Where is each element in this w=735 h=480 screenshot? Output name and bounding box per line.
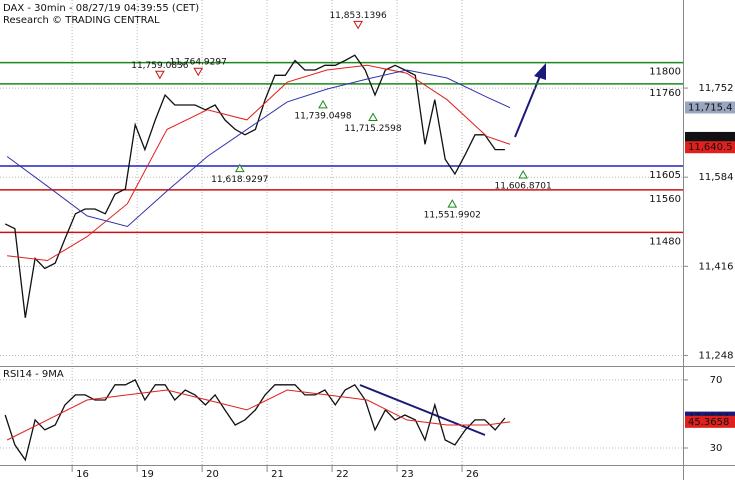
low-label: 11,715.2598 — [344, 124, 402, 134]
level-label: 11800 — [649, 67, 681, 78]
level-label: 11760 — [649, 88, 681, 99]
y-tick-label: 11,416 — [699, 261, 734, 272]
x-tick-label: 16 — [76, 469, 89, 480]
series-line — [4, 379, 506, 462]
low-marker — [368, 112, 378, 122]
high-label: 11,853.1396 — [329, 11, 387, 21]
price-box — [685, 141, 735, 154]
low-label: 11,551.9902 — [424, 211, 481, 221]
low-label: 11,739.0498 — [294, 111, 352, 121]
y-tick-label: 11,584 — [699, 172, 734, 183]
x-tick-label: 20 — [206, 469, 219, 480]
level-label: 11480 — [649, 236, 681, 247]
low-label: 11,606.8701 — [495, 182, 552, 192]
level-label: 11560 — [649, 194, 681, 205]
high-marker — [155, 70, 165, 80]
price-box-label: 45.3658 — [688, 417, 729, 428]
low-marker — [234, 163, 245, 173]
series-line — [6, 389, 511, 441]
price-box-label: 11,658 — [688, 133, 723, 144]
high-label: 11,764.9297 — [170, 58, 227, 68]
low-marker — [518, 170, 528, 179]
low-marker — [447, 199, 458, 208]
x-tick-label: 23 — [401, 469, 414, 480]
series-line — [4, 54, 505, 318]
y-tick-label: 70 — [710, 375, 723, 386]
rsi-title: RSI14 - 9MA — [3, 369, 64, 380]
price-box — [685, 101, 735, 114]
series-line — [6, 69, 511, 228]
series-line — [7, 64, 511, 262]
x-tick-label: 22 — [336, 469, 349, 480]
price-box-label: 11,715.4 — [688, 102, 733, 113]
level-label: 11605 — [649, 170, 681, 181]
x-tick-label: 21 — [271, 469, 284, 480]
y-tick-label: 11,752 — [699, 83, 734, 94]
y-tick-label: 11,248 — [699, 350, 734, 361]
projection-arrow — [514, 75, 541, 138]
price-box-label: 11,640.5 — [688, 142, 733, 153]
high-label: 11,759.0836 — [131, 61, 189, 71]
chart-subtitle: Research © TRADING CENTRAL — [3, 15, 160, 26]
y-tick-label: 30 — [710, 443, 723, 454]
low-marker — [318, 99, 328, 109]
x-tick-label: 19 — [141, 469, 154, 480]
projection-arrowhead — [534, 63, 546, 80]
price-box — [685, 415, 735, 428]
low-label: 11,618.9297 — [211, 175, 268, 185]
price-box — [685, 131, 735, 144]
rsi-trendline — [359, 384, 486, 436]
chart-title: DAX - 30min - 08/27/19 04:39:55 (CET) — [3, 3, 199, 14]
x-tick-label: 26 — [466, 469, 479, 480]
high-marker — [353, 20, 363, 30]
high-marker — [193, 67, 204, 77]
